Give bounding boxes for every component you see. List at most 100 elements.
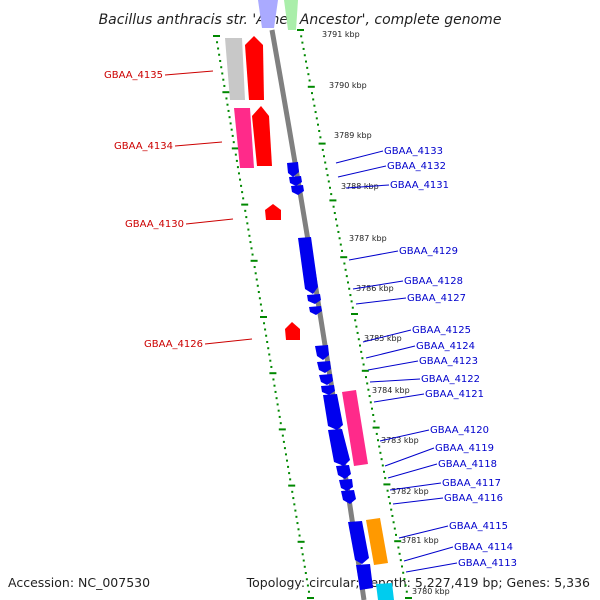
tick-mark [236,166,239,169]
tick-mark [338,237,341,240]
gene-label[interactable]: GBAA_4134 [114,141,173,152]
kbp-label: 3788 kbp [341,182,379,191]
gene-label[interactable]: GBAA_4124 [416,341,475,352]
label-connector [348,250,399,261]
gene-arrow-blue[interactable] [321,385,335,395]
kbp-label: 3782 kbp [391,487,429,496]
gene-arrow-blue[interactable] [289,176,302,186]
tick-mark [327,180,330,183]
tick-mark [384,477,387,480]
gene-arrow-blue[interactable] [336,465,351,479]
tick-mark [273,384,276,387]
tick-mark [326,174,329,177]
tick-mark [259,303,262,306]
tick-mark [368,395,371,398]
gene-arrow-blue[interactable] [317,361,331,373]
tick-mark [254,272,257,275]
tick-mark [298,534,301,537]
tick-mark [278,428,286,431]
kbp-label: 3783 kbp [381,436,419,445]
gene-block-blue[interactable] [323,394,343,430]
top-strand-genes [225,0,388,565]
label-connector [373,393,425,403]
tick-mark [372,413,375,416]
tick-mark [242,197,245,200]
tick-mark [251,253,254,256]
tick-mark [307,597,314,599]
tick-mark [220,66,223,69]
tick-mark [217,47,220,50]
gene-arrow-blue[interactable] [339,479,353,491]
tick-mark [324,161,327,164]
gene-block-blue[interactable] [356,564,373,590]
gene-label[interactable]: GBAA_4122 [421,374,480,385]
gene-label[interactable]: GBAA_4131 [390,180,449,191]
gene-label[interactable]: GBAA_4129 [399,246,458,257]
tick-mark [279,422,282,425]
gene-arrow-blue[interactable] [287,162,299,177]
tick-mark [325,167,328,170]
tick-mark [227,109,230,112]
gene-block-cyan[interactable] [376,583,394,600]
gene-label[interactable]: GBAA_4118 [438,459,497,470]
tick-mark [371,407,373,410]
gene-block-red[interactable] [245,36,264,100]
gene-block-green[interactable] [284,0,298,30]
gene-block-gray[interactable] [225,38,245,100]
gene-label[interactable]: GBAA_4114 [454,542,513,553]
tick-mark [378,445,381,448]
gene-arrow-blue[interactable] [291,185,304,195]
gene-block-red[interactable] [252,106,272,166]
tick-mark [343,262,346,265]
gene-block-red-small[interactable] [265,204,281,220]
gene-label[interactable]: GBAA_4128 [404,276,463,287]
gene-block-pink[interactable] [342,390,368,466]
gene-label[interactable]: GBAA_4115 [449,521,508,532]
gene-label[interactable]: GBAA_4126 [144,339,203,350]
label-connector [379,429,430,442]
gene-arrow-blue[interactable] [309,306,322,315]
tick-mark [399,559,402,562]
gene-label[interactable]: GBAA_4127 [407,293,466,304]
gene-label[interactable]: GBAA_4132 [387,161,446,172]
tick-mark [347,281,349,284]
gene-label[interactable]: GBAA_4130 [125,219,184,230]
gene-block-gray[interactable] [258,0,278,28]
tick-mark [344,268,347,271]
tick-mark [295,515,298,518]
label-connector [185,218,234,225]
tick-mark [395,533,397,536]
gene-block-blue[interactable] [328,429,350,466]
gene-label[interactable]: GBAA_4113 [458,558,517,569]
gene-block-blue[interactable] [348,521,369,564]
tick-mark [300,35,303,38]
tick-mark [308,79,311,82]
kbp-label: 3790 kbp [329,81,367,90]
kbp-labels: 3791 kbp 3790 kbp 3789 kbp 3788 kbp 3787… [322,30,450,596]
gene-block-blue[interactable] [298,237,318,294]
gene-arrow-blue[interactable] [315,345,329,360]
gene-label[interactable]: GBAA_4133 [384,146,443,157]
gene-label[interactable]: GBAA_4119 [435,443,494,454]
tick-mark [294,509,297,512]
gene-label[interactable]: GBAA_4120 [430,425,489,436]
gene-label[interactable]: GBAA_4121 [425,389,484,400]
gene-label[interactable]: GBAA_4123 [419,356,478,367]
gene-label[interactable]: GBAA_4116 [444,493,503,504]
tick-mark [218,53,221,56]
gene-block-red-small[interactable] [285,322,300,340]
tick-mark [350,300,353,303]
gene-label[interactable]: GBAA_4125 [412,325,471,336]
tick-mark [216,41,219,44]
tick-mark [341,249,343,252]
gene-arrow-blue[interactable] [341,490,356,504]
gene-block-orange[interactable] [366,518,388,565]
gene-arrow-blue[interactable] [319,374,333,385]
gene-label[interactable]: GBAA_4135 [104,70,163,81]
gene-arrow-blue[interactable] [307,294,321,304]
tick-mark [267,347,270,350]
gene-label[interactable]: GBAA_4117 [442,478,501,489]
gene-block-pink[interactable] [234,108,254,168]
label-connector [384,447,435,467]
label-connector [398,525,449,539]
